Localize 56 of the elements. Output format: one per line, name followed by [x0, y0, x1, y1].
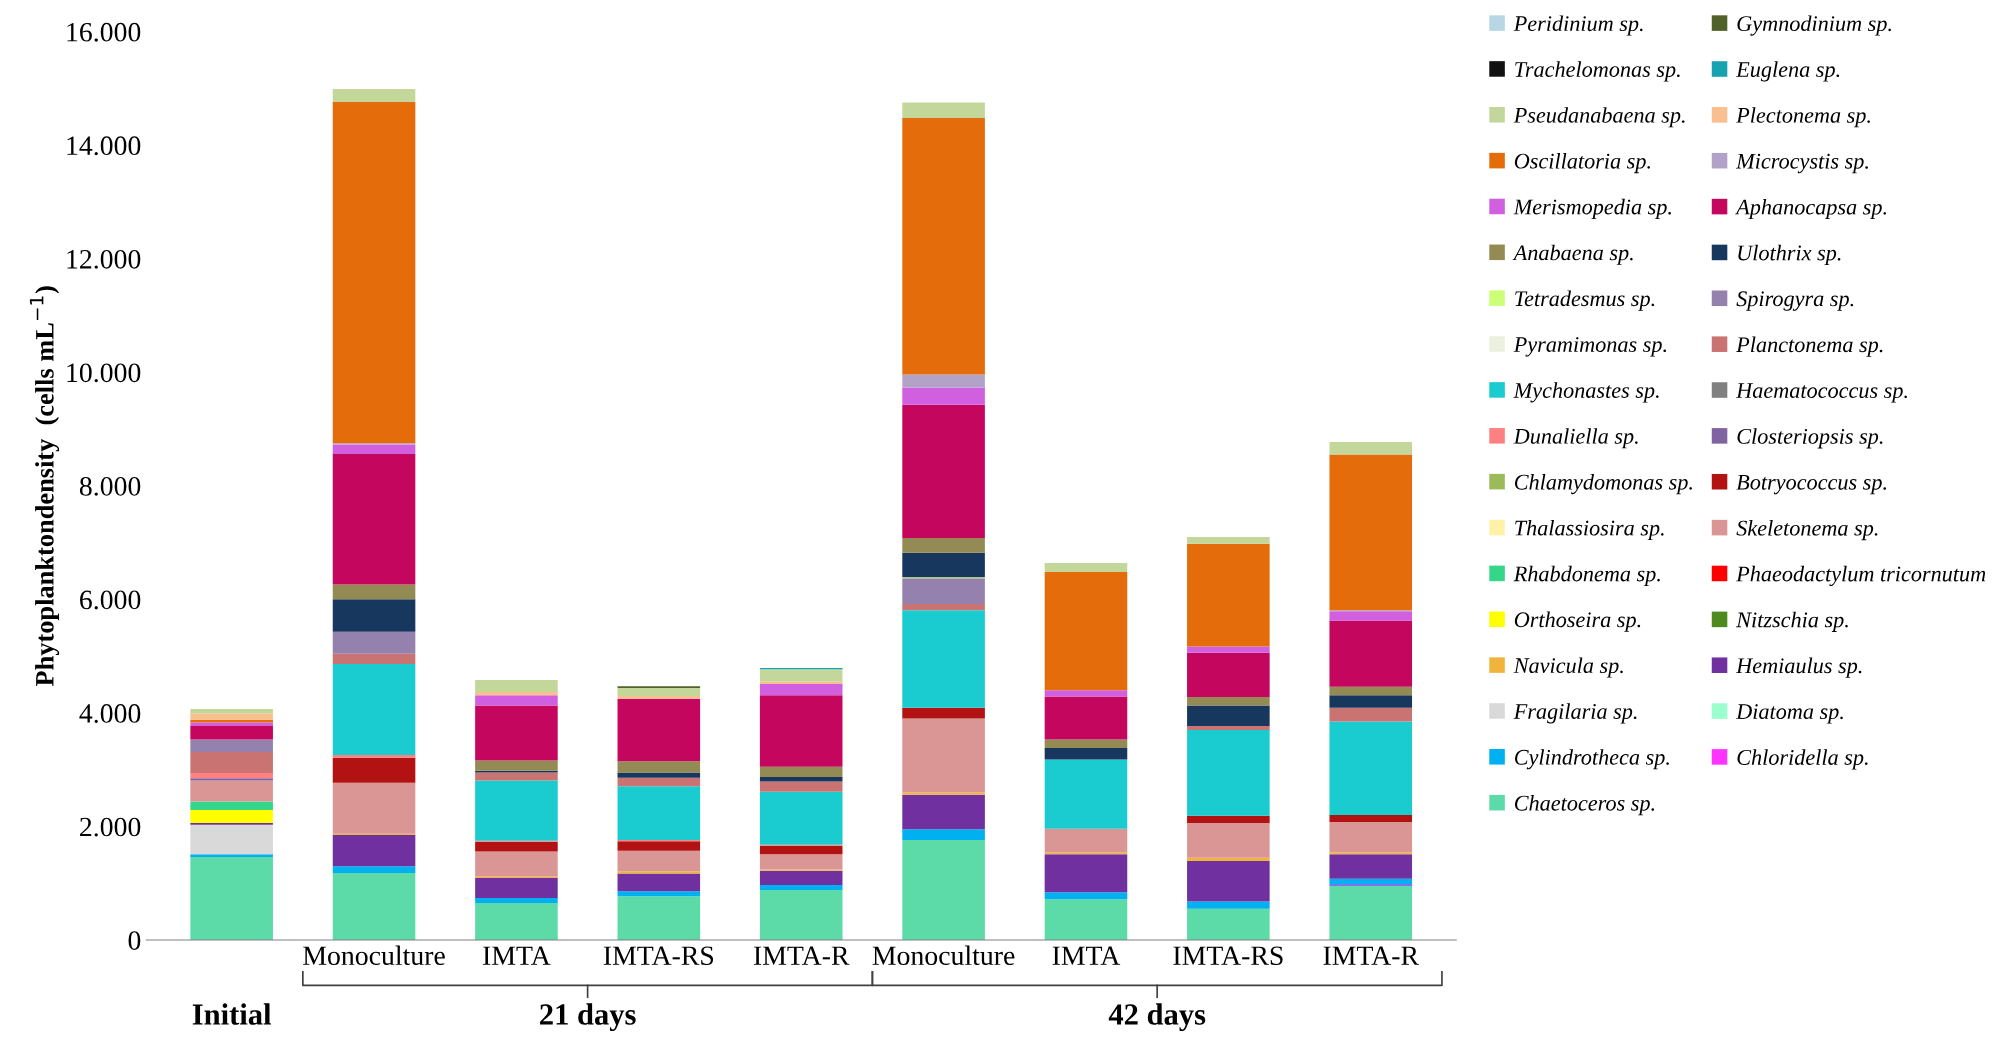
legend-label: Cylindrotheca sp.: [1514, 749, 1669, 770]
legend-label: Tetradesmus sp.: [1515, 290, 1655, 311]
legend-label: Merismopedia sp.: [1513, 198, 1671, 219]
y-tick-label: 6.000: [80, 590, 141, 610]
x-tick-label: Monoculture: [872, 945, 1015, 966]
legend-label: Hemiaulus sp.: [1735, 657, 1862, 678]
y-tick-label: 16.000: [67, 22, 141, 42]
legend-label: Pyramimonas sp.: [1513, 337, 1667, 357]
text: 42 days: [1108, 1003, 1206, 1032]
x-tick-label: IMTA: [1052, 946, 1121, 965]
legend-label: Fragilaria sp.: [1513, 703, 1637, 724]
legend-label: Aphanocapsa sp.: [1734, 198, 1887, 220]
legend-label: Microcystis sp.: [1735, 153, 1868, 174]
legend-label: Nitzschia sp.: [1736, 611, 1848, 632]
legend-label: Chaetoceros sp.: [1514, 795, 1655, 816]
legend-label: Plectonema sp.: [1736, 107, 1870, 128]
text: 21 days: [540, 1003, 636, 1032]
legend-label: Ulothrix sp.: [1738, 244, 1841, 265]
legend-label: Pseudanabaena sp.: [1513, 107, 1685, 128]
text: Initial: [192, 1003, 272, 1025]
x-tick-label: IMTA-R: [1323, 946, 1419, 965]
legend-label: Closteriopsis sp.: [1737, 428, 1883, 449]
legend-label: Navicula sp.: [1513, 657, 1623, 678]
legend-label: Thalassiosira sp.: [1515, 519, 1664, 541]
y-axis-title: Phytoplanktondensity (cells mL$^{−1}$): [29, 286, 60, 687]
legend-label: Rhabdonema sp.: [1513, 565, 1660, 586]
legend-label: Botryococcus sp.: [1736, 474, 1887, 495]
y-tick-label: 12.000: [67, 249, 141, 269]
legend-label: Diatoma sp.: [1735, 704, 1843, 724]
y-tick-label: 8.000: [79, 476, 141, 496]
legend-label: Dunaliella sp.: [1513, 428, 1638, 449]
legend-label: Peridinium sp.: [1513, 15, 1643, 36]
legend-label: Haematococcus sp.: [1735, 383, 1907, 403]
x-tick-label: Monoculture: [303, 945, 445, 966]
y-tick-label: 2.000: [80, 817, 141, 837]
x-tick-label: IMTA: [483, 946, 551, 965]
legend-label: Chloridella sp.: [1737, 749, 1868, 770]
legend-label: Skeletonema sp.: [1736, 519, 1878, 541]
legend-label: Chlamydomonas sp.: [1514, 474, 1692, 495]
legend-label: Orthoseira sp.: [1514, 611, 1641, 632]
y-tick-label: 10.000: [67, 363, 141, 383]
y-tick-label: 4.000: [79, 704, 141, 723]
legend-label: Phaeodactylum tricornutum: [1736, 565, 1986, 587]
x-tick-label: IMTA-RS: [603, 946, 714, 966]
legend-label: Trachelomonas sp.: [1515, 61, 1680, 82]
legend-label: Gymnodinium sp.: [1737, 15, 1891, 36]
legend-label: Anabaena sp.: [1512, 244, 1633, 265]
y-tick-label: 0: [128, 931, 141, 950]
legend-label: Euglena sp.: [1735, 61, 1840, 82]
x-tick-label: IMTA-RS: [1173, 946, 1283, 966]
legend-label: Oscillatoria sp.: [1514, 152, 1650, 174]
y-tick-label: 14.000: [67, 136, 141, 156]
legend-label: Spirogyra sp.: [1736, 291, 1854, 311]
legend-label: Mychonastes sp.: [1513, 382, 1659, 403]
x-tick-label: IMTA-R: [753, 946, 850, 965]
legend-label: Planctonema sp.: [1736, 336, 1883, 357]
